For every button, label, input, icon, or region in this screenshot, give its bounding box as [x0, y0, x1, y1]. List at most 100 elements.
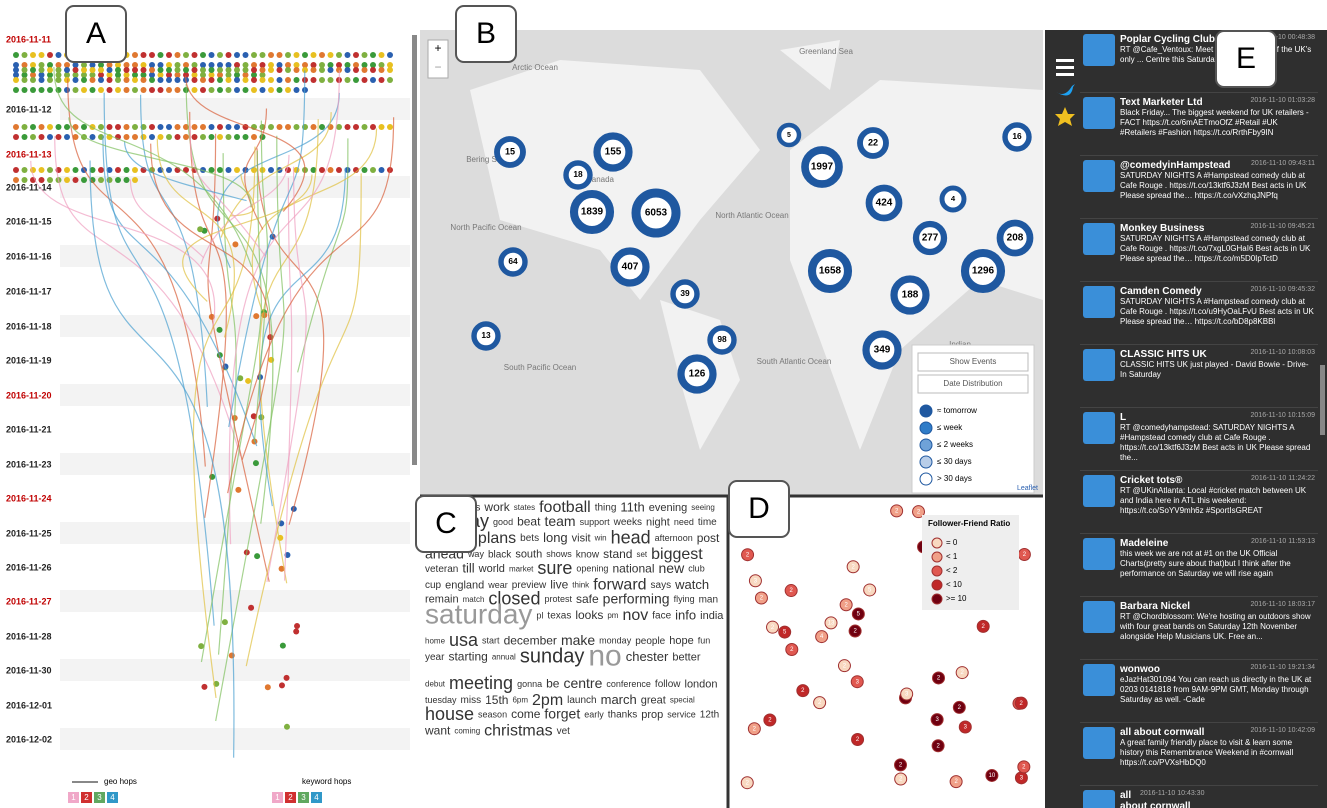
button[interactable]	[917, 352, 1029, 372]
dot-label: 2	[899, 777, 903, 783]
tweet[interactable]: 2016-11-10 11:53:13 Madeleine this week we…	[1080, 534, 1318, 597]
event-dot	[132, 134, 138, 140]
event-dot	[234, 124, 240, 130]
word: coming	[454, 726, 480, 735]
place-label: Canada	[586, 175, 615, 184]
star-icon	[1055, 107, 1075, 126]
legend-label: ≤ 30 days	[937, 457, 972, 466]
hop-label: 1	[71, 793, 76, 802]
event-dot	[216, 326, 223, 333]
event-dot	[132, 62, 138, 68]
tweet[interactable]: 2016-11-10 19:21:34 wonwoo eJazHat301094 Y…	[1080, 660, 1318, 723]
event-dot	[285, 52, 291, 58]
event-dot	[251, 62, 257, 68]
event-dot	[319, 77, 325, 83]
event-dot	[55, 62, 62, 68]
event-dot	[123, 167, 130, 173]
word: visit	[572, 533, 591, 545]
event-dot	[47, 124, 53, 130]
word: beat	[517, 515, 541, 529]
event-dot	[217, 62, 223, 68]
event-dot	[81, 72, 87, 78]
legend-dot	[919, 472, 933, 486]
tweet[interactable]: 2016-11-10 01:03:28 Text Marketer Ltd Blac…	[1080, 93, 1318, 156]
dot-label: 2	[917, 509, 921, 515]
word: texas	[547, 611, 571, 622]
event-dot	[123, 134, 130, 140]
word: preview	[512, 580, 547, 591]
tweet[interactable]: 2016-11-10 10:15:09 L RT @comedyhampstead:…	[1080, 408, 1318, 471]
event-dot	[310, 167, 317, 173]
hop-label: 2	[288, 793, 293, 802]
word: 2pm	[532, 692, 563, 709]
word: man	[699, 594, 718, 605]
dot-label: 2	[937, 676, 941, 682]
tweet[interactable]: 2016-11-10 10:08:03 CLASSIC HITS UK CLASSI…	[1080, 345, 1318, 408]
tweet[interactable]: 2016-11-10 09:43:11 @comedyinHampstead SAT…	[1080, 156, 1318, 219]
event-dot	[30, 87, 36, 93]
tweet[interactable]: 2016-11-10 10:42:09 all about cornwall A g…	[1080, 723, 1318, 786]
event-dot	[310, 62, 317, 68]
event-dot	[183, 67, 189, 73]
cluster-count: 15	[505, 146, 515, 156]
button[interactable]	[917, 374, 1029, 394]
tweet-time: 2016-11-10 18:03:17	[1250, 601, 1315, 608]
event-dot	[276, 124, 283, 130]
dot-label: 2	[936, 743, 940, 749]
event-dot	[21, 62, 28, 68]
ratio-label: >= 10	[946, 594, 967, 603]
event-dot	[140, 62, 147, 68]
zoom-in[interactable]: +	[434, 41, 441, 55]
hop-curve	[89, 160, 235, 758]
dot-label: 2	[853, 629, 857, 635]
event-dot	[106, 72, 113, 78]
cluster	[996, 219, 1034, 257]
menu-icon[interactable]	[1056, 73, 1074, 76]
cluster-count: 39	[680, 288, 690, 298]
event-dot	[251, 87, 257, 93]
tweet-text: A great family friendly place to visit &…	[1120, 738, 1294, 767]
zoom-out[interactable]: −	[434, 60, 441, 74]
tweet[interactable]: 2016-11-10 09:45:21 Monkey Business SATURD…	[1080, 219, 1318, 282]
menu-icon[interactable]	[1056, 59, 1074, 62]
tweet[interactable]: 2016-11-10 18:03:17 Barbara Nickel RT @Cho…	[1080, 597, 1318, 660]
event-dot	[21, 87, 28, 93]
user-dot	[796, 684, 810, 698]
cluster-count: 277	[922, 233, 939, 244]
date-label: 2016-11-25	[6, 528, 52, 538]
event-dot	[81, 67, 87, 73]
word: want	[424, 723, 451, 737]
land	[780, 40, 840, 90]
date-label: 2016-11-17	[6, 286, 52, 296]
tweet-time: 2016-11-10 09:43:11	[1251, 160, 1315, 167]
word: shows	[546, 549, 572, 559]
event-dot	[276, 62, 283, 68]
dot-label: 2	[771, 625, 775, 631]
word: december	[504, 633, 557, 647]
event-dot	[115, 67, 121, 73]
word: start	[482, 636, 500, 646]
dot-label: 2	[746, 552, 750, 558]
event-dot	[149, 87, 155, 93]
tweet[interactable]: 2016-11-10 00:48:38 Poplar Cycling Club RT…	[1080, 30, 1318, 93]
tweet-time: 2016-11-10 10:15:09	[1250, 412, 1315, 419]
word: south	[515, 549, 542, 561]
word: looks	[575, 608, 603, 622]
legend-label: ≈ tomorrow	[937, 406, 977, 415]
tweet[interactable]: 2016-11-10 11:24:22 Cricket tots® RT @UKin…	[1080, 471, 1318, 534]
avatar	[1083, 727, 1115, 759]
tweet[interactable]: 2016-11-10 09:45:32 Camden Comedy SATURDAY…	[1080, 282, 1318, 345]
event-dot	[234, 87, 240, 93]
dot-label: 5	[868, 588, 872, 594]
word: special	[670, 696, 695, 705]
word: conference	[606, 679, 651, 689]
event-dot	[251, 72, 257, 78]
button-label: Show Events	[950, 357, 997, 366]
hop-swatch	[68, 792, 79, 803]
menu-icon[interactable]	[1056, 66, 1074, 69]
date-label: 2016-12-02	[6, 734, 52, 744]
event-dot	[361, 62, 368, 68]
event-dot	[208, 134, 215, 140]
event-dot	[72, 87, 79, 93]
